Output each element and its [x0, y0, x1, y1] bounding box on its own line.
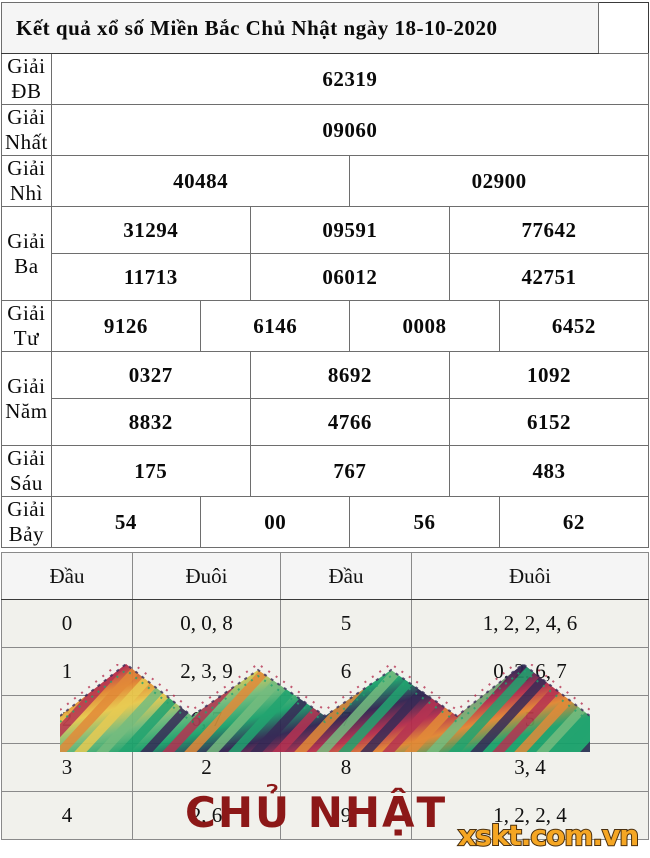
cell-duoi-2: 6, 7 — [132, 695, 281, 744]
prize-value-bay-1: 54 — [50, 496, 202, 548]
table-row: 1 2, 3, 9 6 0, 2, 6, 7 — [1, 647, 649, 696]
cell-dau-1: 1 — [1, 647, 133, 696]
table-row-nhi: Giải Nhì 40484 02900 — [1, 155, 649, 207]
cell-duoi-4: 2, 6 — [132, 791, 281, 840]
column-header-duoi-1: Đuôi — [132, 552, 281, 600]
column-header-duoi-2: Đuôi — [411, 552, 649, 600]
cell-dau-5: 5 — [280, 599, 412, 648]
cell-dau-7: 7 — [280, 695, 412, 744]
prize-value-nam-5: 4766 — [249, 398, 450, 446]
head-tail-section: Đầu Đuôi Đầu Đuôi 0 0, 0, 8 5 1, 2, 2, 4… — [1, 552, 649, 840]
cell-dau-0: 0 — [1, 599, 133, 648]
table-row: 3 2 8 3, 4 — [1, 743, 649, 792]
lottery-results-table: Kết quả xổ số Miền Bắc Chủ Nhật ngày 18-… — [0, 2, 650, 548]
prize-label-sau: Giải Sáu — [1, 445, 52, 497]
prize-value-ba-6: 42751 — [448, 253, 650, 301]
prize-label-db: Giải ĐB — [1, 53, 52, 105]
table-row: 2 6, 7 7 5 — [1, 695, 649, 744]
prize-label-ba: Giải Ba — [1, 206, 52, 301]
cell-duoi-5: 1, 2, 2, 4, 6 — [411, 599, 649, 648]
table-row-nam-1: Giải Năm 0327 8692 1092 — [1, 351, 650, 446]
prize-value-bay-2: 00 — [200, 496, 351, 548]
prize-value-nam-2: 8692 — [249, 351, 450, 399]
prize-label-nam: Giải Năm — [1, 351, 52, 446]
table-row-ba-1: Giải Ba 31294 09591 77642 — [1, 206, 650, 301]
cell-dau-9: 9 — [280, 791, 412, 840]
cell-dau-4: 4 — [1, 791, 133, 840]
head-tail-header-row: Đầu Đuôi Đầu Đuôi — [1, 552, 649, 600]
prize-value-ba-3: 77642 — [448, 206, 650, 254]
table-title-row: Kết quả xổ số Miền Bắc Chủ Nhật ngày 18-… — [0, 2, 649, 54]
cell-duoi-6: 0, 2, 6, 7 — [411, 647, 649, 696]
prize-label-nhat: Giải Nhất — [1, 104, 52, 156]
page-title: Kết quả xổ số Miền Bắc Chủ Nhật ngày 18-… — [0, 2, 600, 54]
cell-dau-8: 8 — [280, 743, 412, 792]
prize-value-tu-4: 6452 — [498, 300, 650, 352]
table-row-tu: Giải Tư 9126 6146 0008 6452 — [1, 300, 650, 352]
table-row-bay: Giải Bảy 54 00 56 62 — [1, 496, 650, 548]
prize-value-nhi-2: 02900 — [349, 155, 649, 207]
prize-value-nam-6: 6152 — [448, 398, 650, 446]
prize-value-nhat: 09060 — [50, 104, 650, 156]
prize-label-nhi: Giải Nhì — [1, 155, 52, 207]
prize-value-ba-2: 09591 — [249, 206, 450, 254]
prize-value-nam-4: 8832 — [50, 398, 251, 446]
column-header-dau-2: Đầu — [280, 552, 412, 600]
cell-duoi-3: 2 — [132, 743, 281, 792]
prize-value-sau-1: 175 — [50, 445, 251, 497]
prize-value-nhi-1: 40484 — [50, 155, 351, 207]
prize-value-nam-1: 0327 — [50, 351, 251, 399]
prize-value-ba-5: 06012 — [249, 253, 450, 301]
site-logo-watermark: xskt.com.vn — [457, 819, 640, 852]
prize-value-nam-3: 1092 — [448, 351, 650, 399]
prize-value-db: 62319 — [50, 53, 650, 105]
prize-label-tu: Giải Tư — [1, 300, 52, 352]
prize-value-sau-2: 767 — [249, 445, 450, 497]
table-row-nhat: Giải Nhất 09060 — [1, 104, 650, 156]
table-row: 0 0, 0, 8 5 1, 2, 2, 4, 6 — [1, 599, 649, 648]
cell-dau-6: 6 — [280, 647, 412, 696]
cell-duoi-9: 1, 2, 2, 4 — [411, 791, 649, 840]
prize-value-ba-1: 31294 — [50, 206, 251, 254]
prize-value-tu-3: 0008 — [349, 300, 500, 352]
cell-duoi-0: 0, 0, 8 — [132, 599, 281, 648]
cell-duoi-1: 2, 3, 9 — [132, 647, 281, 696]
prize-value-bay-3: 56 — [349, 496, 500, 548]
table-row-nam-2: 8832 4766 6152 — [2, 398, 650, 446]
table-row-db: Giải ĐB 62319 — [1, 53, 650, 105]
cell-duoi-8: 3, 4 — [411, 743, 649, 792]
prize-label-bay: Giải Bảy — [1, 496, 52, 548]
prize-value-ba-4: 11713 — [50, 253, 251, 301]
cell-dau-2: 2 — [1, 695, 133, 744]
table-row: 4 2, 6 9 1, 2, 2, 4 — [1, 791, 649, 840]
prize-value-sau-3: 483 — [448, 445, 650, 497]
cell-dau-3: 3 — [1, 743, 133, 792]
prize-value-bay-4: 62 — [498, 496, 650, 548]
table-row-sau: Giải Sáu 175 767 483 — [1, 445, 650, 497]
prize-value-tu-1: 9126 — [50, 300, 202, 352]
prize-value-tu-2: 6146 — [200, 300, 351, 352]
cell-duoi-7: 5 — [411, 695, 649, 744]
head-tail-table: Đầu Đuôi Đầu Đuôi 0 0, 0, 8 5 1, 2, 2, 4… — [1, 552, 649, 840]
column-header-dau-1: Đầu — [1, 552, 133, 600]
table-row-ba-2: 11713 06012 42751 — [2, 253, 650, 301]
